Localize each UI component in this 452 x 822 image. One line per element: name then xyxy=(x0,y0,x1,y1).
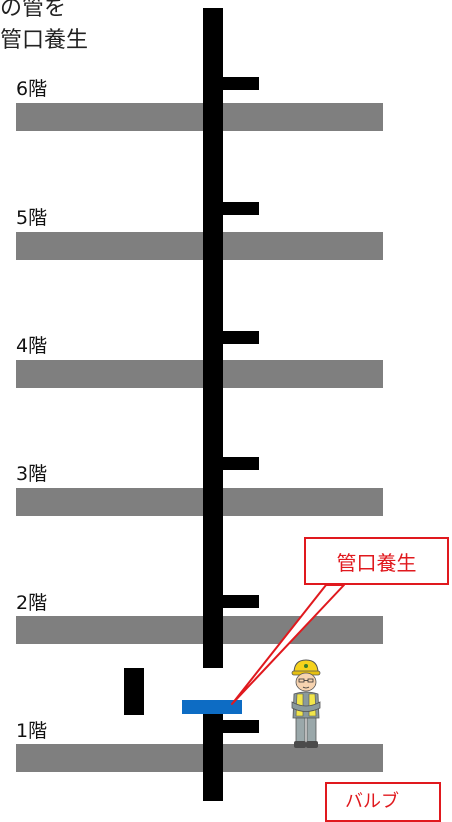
floor-slab-6 xyxy=(16,103,383,131)
callout-pipe-cap: 管口養生 xyxy=(304,537,449,585)
floor-label-2: 2階 xyxy=(16,592,48,614)
floor-label-6: 6階 xyxy=(16,78,48,100)
floor-slab-4 xyxy=(16,360,383,388)
worker-icon xyxy=(291,659,321,748)
floor-label-4: 4階 xyxy=(16,335,48,357)
branch-pipe-5 xyxy=(222,202,259,215)
riser-pipe-upper xyxy=(203,8,223,668)
floor-slab-5 xyxy=(16,232,383,260)
callout-valve: バルブ xyxy=(325,782,441,822)
floor-slab-1 xyxy=(16,744,383,772)
callout-valve-text: バルブ xyxy=(345,791,399,812)
caption-line-2: し管口養生 xyxy=(0,28,89,53)
pipe-cap xyxy=(182,700,242,714)
riser-pipe-lower xyxy=(203,713,223,801)
branch-pipe-2 xyxy=(222,595,259,608)
branch-pipe-4 xyxy=(222,331,259,344)
branch-pipe-3 xyxy=(222,457,259,470)
caption-line-1: 部の管を xyxy=(0,0,67,21)
callout-leader xyxy=(231,584,345,705)
callout-pipe-cap-text: 管口養生 xyxy=(336,550,417,575)
floor-label-1: 1階 xyxy=(16,720,48,742)
floor-slab-2 xyxy=(16,616,383,644)
removed-pipe-segment xyxy=(124,668,144,715)
floor-slab-3 xyxy=(16,488,383,516)
floor-label-5: 5階 xyxy=(16,207,48,229)
branch-pipe-6 xyxy=(222,77,259,90)
branch-pipe-1 xyxy=(222,720,259,733)
floor-label-3: 3階 xyxy=(16,463,48,485)
